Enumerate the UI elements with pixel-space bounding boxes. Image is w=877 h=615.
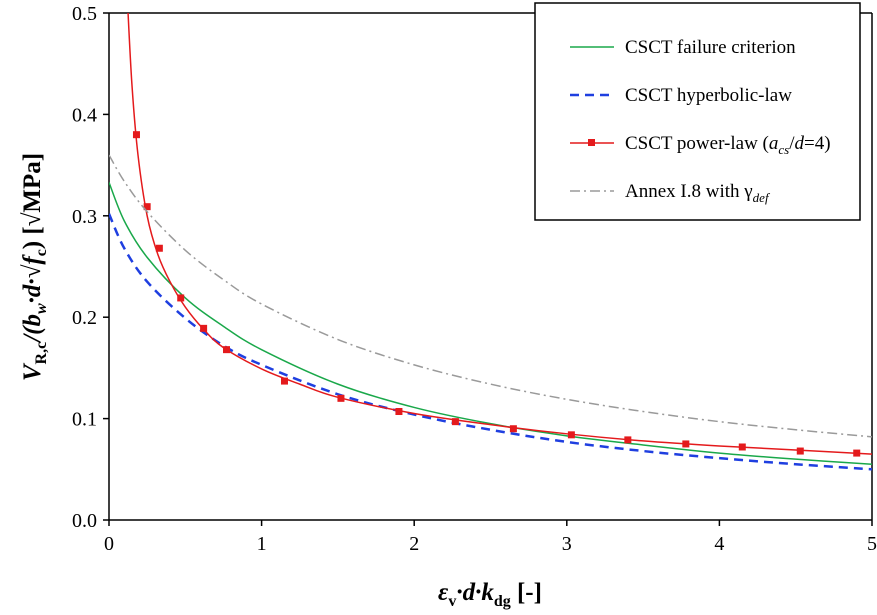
y-tick-label: 0.3	[72, 206, 97, 228]
series-power-law-marker	[451, 418, 459, 426]
legend-label-power: CSCT power-law (acs/d=4)	[625, 133, 831, 157]
tick-labels: 0 1 2 3 4 5 0.0 0.1 0.2 0.3 0.4 0.5	[72, 3, 877, 555]
series-power-law-marker	[624, 436, 632, 444]
legend-power-a-sub: cs	[778, 142, 789, 157]
series-failure-criterion-line	[109, 182, 872, 465]
y-axis-title: VR,c/(bw·d·√fc) [√MPa]	[19, 153, 50, 381]
tick-marks	[103, 12, 873, 526]
xlabel-mid: ·d·k	[456, 579, 494, 606]
series-annex-i8-line	[109, 154, 872, 438]
series-power-law-marker	[143, 203, 151, 211]
y-tick-label: 0.0	[72, 510, 97, 532]
legend-label-failure: CSCT failure criterion	[625, 37, 796, 58]
legend-annex-gamma-sub: def	[753, 190, 771, 205]
series-layer	[109, 13, 872, 471]
legend-power-pre: CSCT power-law (	[625, 133, 769, 154]
ylabel-v-sub: R,c	[33, 342, 50, 365]
ylabel-a: /(b	[19, 314, 46, 344]
ylabel-a-sub: w	[33, 303, 50, 314]
x-tick-label: 5	[867, 533, 877, 555]
series-power-law-marker	[155, 244, 163, 252]
x-tick-label: 4	[714, 533, 724, 555]
series-power-law-marker	[132, 131, 140, 139]
xlabel-main: ε	[438, 579, 449, 606]
ylabel-c: ) [√MPa]	[19, 153, 46, 249]
series-power-law-marker	[738, 443, 746, 451]
legend-marker-power	[588, 139, 595, 146]
ylabel-b-sub: c	[33, 249, 50, 256]
series-power-law-marker	[796, 447, 804, 455]
legend-label-annex: Annex I.8 with γdef	[625, 181, 771, 205]
series-power-law-marker	[853, 449, 861, 457]
y-tick-label: 0.4	[72, 104, 97, 126]
legend-annex-gamma: γ	[743, 181, 752, 202]
series-power-law-marker	[567, 431, 575, 439]
series-power-law-marker	[177, 294, 185, 302]
series-hyperbolic-law-line	[109, 213, 872, 471]
legend-box	[534, 2, 861, 221]
legend-power-d: d	[795, 133, 805, 154]
legend-power-mid: /	[789, 133, 795, 154]
x-tick-label: 2	[409, 533, 419, 555]
series-power-law-marker	[509, 425, 517, 433]
series-power-law-marker	[395, 408, 403, 416]
legend-label-hyperbolic: CSCT hyperbolic-law	[625, 85, 792, 106]
y-tick-label: 0.1	[72, 409, 97, 431]
legend-power-a: a	[769, 133, 779, 154]
legend: CSCT failure criterion CSCT hyperbolic-l…	[534, 2, 861, 221]
series-power-law-marker	[682, 440, 690, 448]
y-tick-label: 0.5	[72, 3, 97, 25]
xlabel-main-sub: v	[448, 593, 456, 610]
series-power-law-line	[127, 13, 872, 455]
xlabel-mid-sub: dg	[494, 593, 511, 610]
ylabel-b: ·d·√f	[19, 254, 46, 304]
series-power-law-marker	[337, 394, 345, 402]
x-tick-label: 0	[104, 533, 114, 555]
series-power-law-marker	[200, 324, 208, 332]
y-tick-label: 0.2	[72, 307, 97, 329]
series-power-law-marker	[280, 377, 288, 385]
x-tick-label: 3	[562, 533, 572, 555]
series-power-law-marker	[223, 346, 231, 354]
x-axis-title: εv·d·kdg [-]	[438, 579, 542, 610]
xlabel-tail: [-]	[511, 579, 542, 606]
legend-power-post: =4)	[804, 133, 831, 154]
legend-annex-pre: Annex I.8 with	[625, 181, 744, 202]
x-tick-label: 1	[257, 533, 267, 555]
ylabel-v: V	[19, 362, 46, 381]
